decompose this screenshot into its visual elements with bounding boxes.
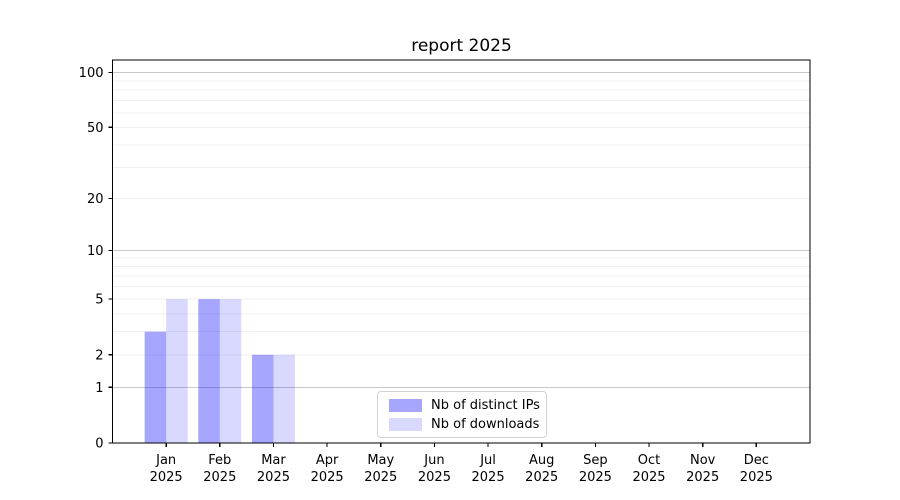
x-tick-label-month: Sep (583, 453, 608, 468)
x-tick-label-month: May (367, 453, 394, 468)
y-tick-label: 20 (87, 192, 104, 207)
y-tick-label: 10 (87, 244, 104, 259)
x-tick-label-year: 2025 (364, 470, 397, 485)
x-tick-label-year: 2025 (632, 470, 665, 485)
bar-nb-of-distinct-ips-jan (144, 331, 167, 443)
legend-label-distinct-ips: Nb of distinct IPs (431, 398, 540, 413)
x-tick-label-year: 2025 (579, 470, 612, 485)
x-tick-label-year: 2025 (525, 470, 558, 485)
legend: Nb of distinct IPs Nb of downloads (377, 391, 547, 438)
y-tick-label: 5 (95, 293, 103, 308)
y-tick-label: 2 (95, 348, 103, 363)
legend-item-downloads: Nb of downloads (389, 417, 540, 432)
x-tick-label-year: 2025 (740, 470, 773, 485)
y-tick-label: 1 (95, 381, 103, 396)
x-tick-label-month: Dec (744, 453, 769, 468)
y-tick-label: 100 (79, 66, 104, 81)
x-tick-label-month: Aug (529, 453, 554, 468)
x-tick-label-month: Nov (690, 453, 716, 468)
y-tick-label: 50 (87, 121, 104, 136)
x-tick-label-month: Mar (261, 453, 286, 468)
x-tick-label-year: 2025 (686, 470, 719, 485)
plot-border (111, 59, 811, 444)
bar-nb-of-distinct-ips-feb (198, 299, 220, 443)
legend-label-downloads: Nb of downloads (431, 417, 540, 432)
bar-nb-of-downloads-feb (219, 299, 242, 443)
chart-title: report 2025 (411, 36, 512, 56)
x-tick-label-year: 2025 (472, 470, 505, 485)
x-tick-label-month: Apr (316, 453, 339, 468)
x-tick-label-year: 2025 (418, 470, 451, 485)
y-tick-label: 0 (95, 437, 103, 452)
bar-nb-of-downloads-jan (166, 299, 188, 443)
x-tick-label-year: 2025 (257, 470, 290, 485)
bar-nb-of-downloads-mar (273, 354, 295, 443)
x-tick-label-year: 2025 (311, 470, 344, 485)
x-tick-label-month: Jan (155, 453, 176, 468)
legend-item-distinct-ips: Nb of distinct IPs (389, 398, 540, 413)
x-tick-label-month: Jun (423, 453, 444, 468)
legend-swatch-distinct-ips (389, 399, 422, 412)
legend-swatch-downloads (389, 418, 422, 431)
x-tick-label-month: Feb (208, 453, 231, 468)
bar-nb-of-distinct-ips-mar (251, 354, 274, 443)
x-tick-label-month: Jul (479, 453, 496, 468)
x-tick-label-year: 2025 (150, 470, 183, 485)
x-tick-label-month: Oct (638, 453, 660, 468)
x-tick-label-year: 2025 (203, 470, 236, 485)
